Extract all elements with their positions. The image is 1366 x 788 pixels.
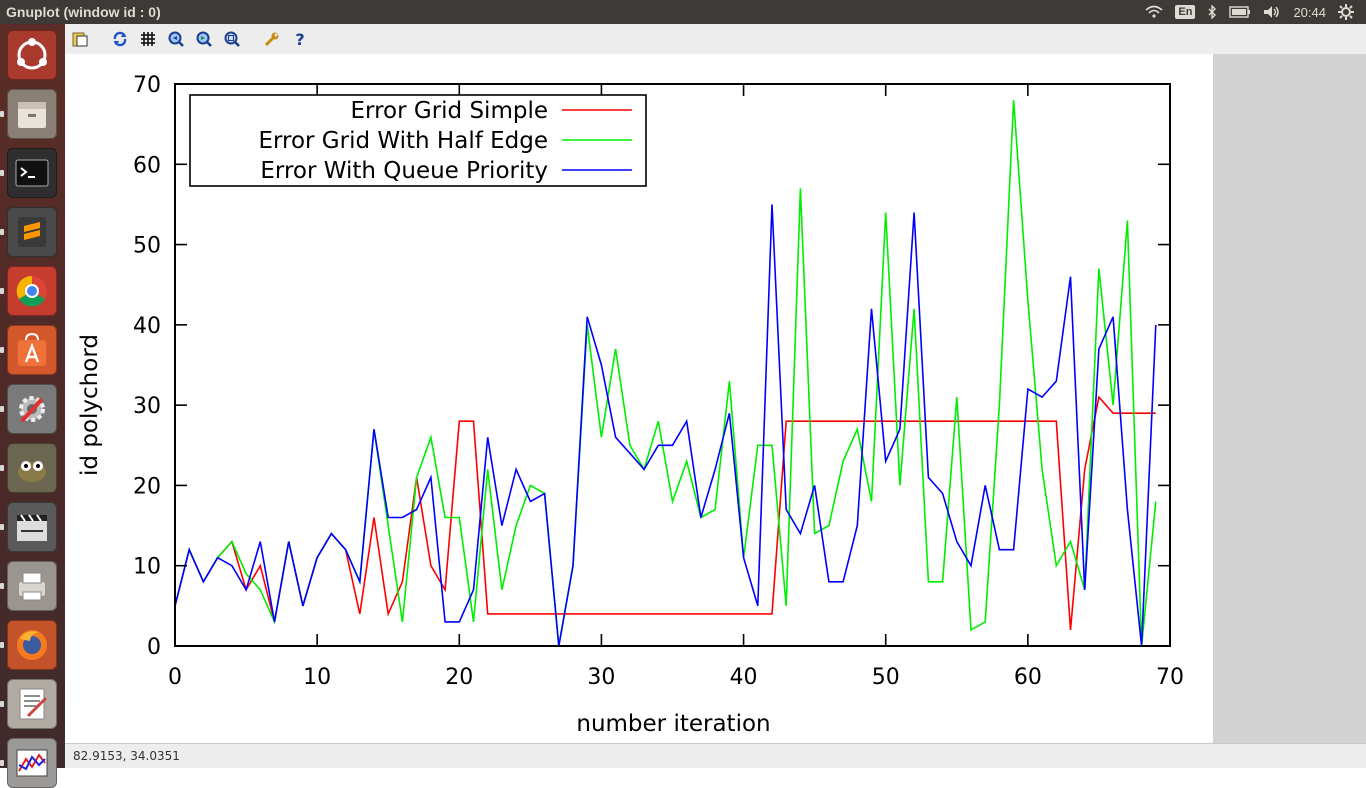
series-line-1 [174, 395, 1156, 630]
x-tick-label: 20 [445, 665, 473, 690]
running-indicator [0, 229, 4, 235]
running-indicator [0, 465, 4, 471]
running-indicator [0, 406, 4, 412]
help-icon: ? [295, 30, 304, 48]
session-gear-icon[interactable] [1338, 4, 1354, 20]
x-tick-label: 10 [303, 665, 331, 690]
terminal-icon [15, 159, 49, 187]
y-tick-label: 50 [133, 234, 161, 259]
x-tick-label: 70 [1156, 665, 1184, 690]
launcher-item[interactable] [7, 207, 57, 257]
toolbar-button[interactable] [167, 30, 185, 48]
x-tick-label: 50 [872, 665, 900, 690]
zoom-previous-icon [168, 31, 184, 47]
running-indicator [0, 170, 4, 176]
gimp-icon [18, 461, 46, 482]
x-tick-label: 60 [1014, 665, 1042, 690]
autoscale-icon [224, 31, 240, 47]
legend-label: Error Grid Simple [351, 98, 549, 124]
toolbar-button[interactable] [71, 30, 89, 48]
launcher-item[interactable] [7, 738, 57, 788]
text-editor-icon [19, 688, 48, 720]
clock[interactable]: 20:44 [1293, 4, 1326, 20]
launcher-item[interactable] [7, 561, 57, 611]
running-indicator [0, 111, 4, 117]
running-indicator [0, 347, 4, 353]
status-bar: 82.9153, 34.0351 [65, 743, 1366, 768]
launcher-item[interactable] [7, 30, 57, 80]
firefox-icon [17, 630, 47, 660]
running-indicator [0, 760, 4, 766]
battery-icon[interactable] [1229, 6, 1251, 18]
running-indicator [0, 288, 4, 294]
system-settings-icon [19, 396, 45, 423]
copy-to-clipboard-icon [72, 32, 88, 47]
launcher-item[interactable] [7, 679, 57, 729]
gnuplot-icon [16, 749, 48, 777]
sublime-text-icon [18, 217, 46, 247]
window-background-strip [1213, 54, 1366, 743]
y-tick-label: 30 [133, 394, 161, 419]
software-center-icon [18, 332, 46, 366]
series-line-3 [174, 204, 1157, 647]
y-tick-label: 0 [147, 635, 161, 660]
running-indicator [0, 642, 4, 648]
video-editor-icon [17, 514, 47, 541]
x-axis-label: number iteration [576, 711, 770, 737]
top-panel: Gnuplot (window id : 0) En 20:44 [0, 0, 1366, 24]
launcher-item[interactable] [7, 443, 57, 493]
toolbar-button[interactable] [111, 30, 129, 48]
y-tick-label: 40 [133, 314, 161, 339]
printer-icon [19, 572, 45, 601]
dash-home-icon [17, 38, 47, 70]
launcher-item[interactable] [7, 148, 57, 198]
x-tick-label: 0 [168, 665, 182, 690]
launcher-item[interactable] [7, 502, 57, 552]
config-wrench-icon [264, 32, 279, 47]
toolbar-button[interactable]: ? [291, 30, 309, 48]
running-indicator [0, 583, 4, 589]
legend-label: Error With Queue Priority [260, 158, 548, 184]
running-indicator [0, 701, 4, 707]
wifi-icon[interactable] [1145, 5, 1163, 19]
y-tick-label: 60 [133, 153, 161, 178]
files-icon [18, 102, 46, 128]
running-indicator [0, 524, 4, 530]
grid-icon [141, 32, 155, 46]
plot-canvas[interactable]: 0 10 20 30 40 50 60 70 0 10 20 30 40 50 60 70 number ite… [65, 54, 1213, 743]
zoom-next-icon [196, 31, 212, 47]
window-title: Gnuplot (window id : 0) [6, 4, 161, 20]
mouse-coordinates: 82.9153, 34.0351 [73, 749, 180, 763]
bluetooth-icon[interactable] [1207, 5, 1217, 19]
replot-icon [113, 31, 127, 47]
launcher-item[interactable] [7, 325, 57, 375]
y-tick-label: 10 [133, 555, 161, 580]
launcher-item[interactable] [7, 89, 57, 139]
launcher-item[interactable] [7, 620, 57, 670]
gnuplot-toolbar: ? [65, 24, 1366, 54]
launcher-item[interactable] [7, 266, 57, 316]
y-axis-label: id polychord [77, 334, 103, 476]
keyboard-layout[interactable]: En [1175, 5, 1196, 19]
launcher-item[interactable] [7, 384, 57, 434]
x-tick-label: 30 [587, 665, 615, 690]
toolbar-button[interactable] [139, 30, 157, 48]
volume-icon[interactable] [1263, 5, 1281, 19]
chart: 0 10 20 30 40 50 60 70 0 10 20 30 40 50 60 70 number ite… [77, 73, 1184, 737]
plot-frame [174, 83, 1171, 647]
launcher [0, 24, 66, 788]
toolbar-button[interactable] [223, 30, 241, 48]
y-tick-label: 20 [133, 474, 161, 499]
x-tick-label: 40 [730, 665, 758, 690]
toolbar-button[interactable] [263, 30, 281, 48]
svg-text:?: ? [295, 30, 304, 48]
y-tick-label: 70 [133, 73, 161, 98]
toolbar-button[interactable] [195, 30, 213, 48]
chrome-icon [16, 275, 47, 307]
legend-label: Error Grid With Half Edge [258, 128, 548, 154]
system-tray: En 20:44 [1145, 0, 1366, 24]
